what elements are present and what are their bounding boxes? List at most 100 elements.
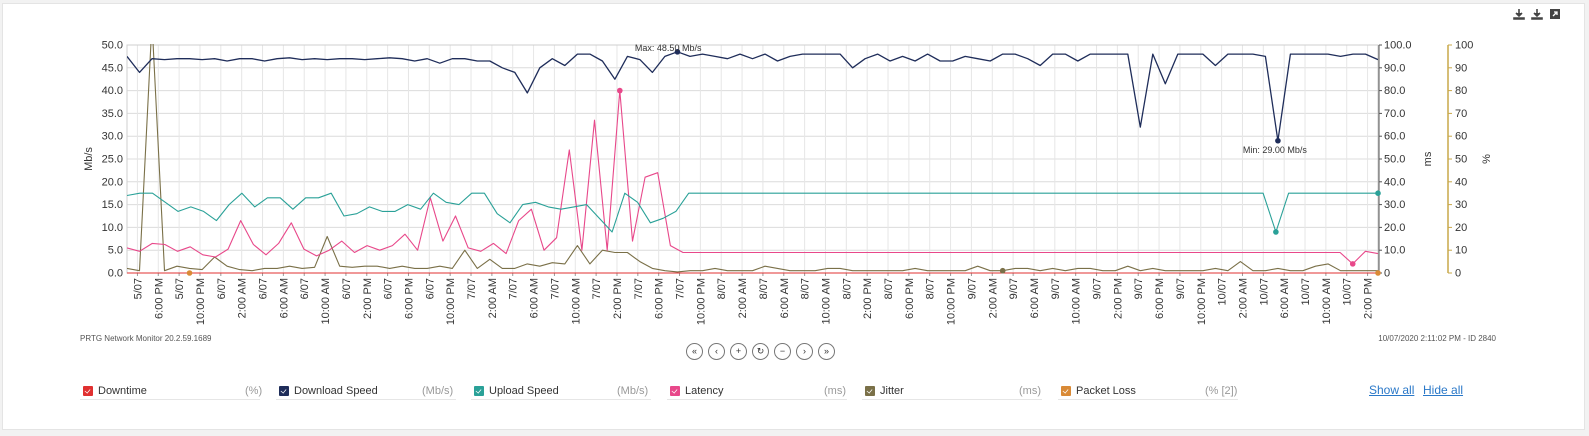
last-page-button[interactable]: » — [818, 343, 835, 360]
y-tick-label-ms: 80.0 — [1384, 85, 1405, 97]
legend-item-download-speed[interactable]: Download Speed (Mb/s) — [276, 383, 456, 400]
x-tick-label: 10/07 — [1342, 278, 1354, 306]
series-line-latency — [127, 90, 1378, 265]
x-tick-label: 10:00 PM — [445, 278, 457, 325]
legend-item-latency[interactable]: Latency (ms) — [667, 383, 847, 400]
y-tick-label-ms: 50.0 — [1384, 154, 1405, 166]
upload-end-marker — [1375, 190, 1381, 196]
x-tick-label: 9/07 — [1050, 278, 1062, 299]
y-tick-label-percent: 90 — [1455, 62, 1467, 74]
upload-min-marker — [1273, 229, 1279, 235]
legend-item-jitter[interactable]: Jitter (ms) — [862, 383, 1042, 400]
series-line-download-speed — [127, 51, 1378, 142]
y-tick-label-percent: 50 — [1455, 154, 1467, 166]
max-marker — [674, 49, 681, 55]
x-tick-label: 8/07 — [716, 278, 728, 299]
y-tick-label-left: 30.0 — [102, 131, 123, 143]
series-group — [127, 44, 1378, 274]
y-axis-title-ms: ms — [1422, 151, 1434, 166]
y-tick-label-left: 20.0 — [102, 176, 123, 188]
legend-unit: (Mb/s) — [422, 385, 454, 397]
download-icon[interactable] — [1531, 8, 1543, 20]
y-tick-label-percent: 40 — [1455, 176, 1467, 188]
x-tick-label: 6:00 PM — [1154, 278, 1166, 319]
x-tick-label: 2:00 AM — [487, 278, 499, 318]
reset-button[interactable]: ↻ — [752, 343, 769, 360]
y-tick-label-ms: 30.0 — [1384, 199, 1405, 211]
y-tick-label-left: 35.0 — [102, 108, 123, 120]
min-marker — [1275, 137, 1281, 144]
y-tick-label-left: 45.0 — [102, 62, 123, 74]
x-tick-label: 9/07 — [1133, 278, 1145, 299]
x-tick-label: 9/07 — [1175, 278, 1187, 299]
legend-unit: (%) — [245, 385, 263, 397]
y-tick-label-percent: 10 — [1455, 245, 1467, 257]
y-tick-label-ms: 90.0 — [1384, 62, 1405, 74]
checkbox-icon[interactable] — [1061, 386, 1071, 396]
y-tick-label-percent: 60 — [1455, 131, 1467, 143]
min-annotation: Min: 29.00 Mb/s — [1243, 145, 1308, 155]
x-tick-label: 6:00 PM — [403, 278, 415, 319]
x-tick-label: 8/07 — [800, 278, 812, 299]
x-tick-label: 10/07 — [1300, 278, 1312, 306]
legend-label: Latency — [685, 385, 724, 397]
x-tick-label: 6:00 PM — [904, 278, 916, 319]
x-tick-label: 6:00 AM — [278, 278, 290, 318]
chart-legend: Downtime (%) Download Speed (Mb/s) Uploa… — [80, 383, 1510, 401]
x-tick-label: 7/07 — [591, 278, 603, 299]
x-tick-label: 2:00 PM — [612, 278, 624, 319]
next-button[interactable]: › — [796, 343, 813, 360]
hide-all-link[interactable]: Hide all — [1423, 383, 1464, 397]
y-tick-label-percent: 30 — [1455, 199, 1467, 211]
latency-peak-marker — [617, 87, 623, 94]
y-tick-label-left: 15.0 — [102, 199, 123, 211]
x-tick-label: 5/07 — [132, 278, 144, 299]
legend-item-downtime[interactable]: Downtime (%) — [80, 383, 263, 400]
legend-label: Jitter — [880, 385, 904, 397]
y-tick-label-percent: 70 — [1455, 108, 1467, 120]
checkbox-icon[interactable] — [474, 386, 484, 396]
x-tick-label: 10:00 AM — [1071, 278, 1083, 324]
download-icon[interactable] — [1513, 8, 1525, 20]
expand-icon[interactable] — [1549, 8, 1561, 20]
y-tick-label-ms: 0 — [1384, 268, 1390, 280]
legend-label: Downtime — [98, 385, 147, 397]
x-tick-label: 6:00 PM — [153, 278, 165, 319]
checkbox-icon[interactable] — [279, 386, 289, 396]
x-tick-label: 9/07 — [1008, 278, 1020, 299]
legend-unit: (ms) — [1019, 385, 1041, 397]
checkbox-icon[interactable] — [865, 386, 875, 396]
y-tick-label-ms: 60.0 — [1384, 131, 1405, 143]
zoom-in-button[interactable]: + — [730, 343, 747, 360]
checkbox-icon[interactable] — [83, 386, 93, 396]
legend-unit: (Mb/s) — [617, 385, 649, 397]
x-tick-label: 7/07 — [466, 278, 478, 299]
previous-button[interactable]: ‹ — [708, 343, 725, 360]
packet-loss-end-marker — [1375, 270, 1381, 276]
x-tick-label: 6/07 — [383, 278, 395, 299]
x-tick-label: 2:00 AM — [1237, 278, 1249, 318]
y-tick-label-left: 0.0 — [108, 268, 123, 280]
zoom-out-button[interactable]: − — [774, 343, 791, 360]
y-tick-label-left: 5.0 — [108, 245, 123, 257]
first-page-button[interactable]: « — [686, 343, 703, 360]
x-tick-label: 9/07 — [1092, 278, 1104, 299]
legend-unit: (% [2]) — [1205, 385, 1238, 397]
x-tick-label: 8/07 — [925, 278, 937, 299]
x-tick-label: 2:00 AM — [987, 278, 999, 318]
legend-item-upload-speed[interactable]: Upload Speed (Mb/s) — [471, 383, 651, 400]
checkbox-icon[interactable] — [670, 386, 680, 396]
y-tick-label-left: 40.0 — [102, 85, 123, 97]
x-tick-label: 7/07 — [675, 278, 687, 299]
x-tick-label: 10:00 AM — [570, 278, 582, 324]
x-tick-label: 2:00 AM — [237, 278, 249, 318]
y-tick-label-ms: 100.0 — [1384, 40, 1412, 52]
x-tick-label: 8/07 — [841, 278, 853, 299]
legend-item-packet-loss[interactable]: Packet Loss (% [2]) — [1058, 383, 1238, 400]
y-tick-label-ms: 40.0 — [1384, 176, 1405, 188]
x-tick-label: 2:00 PM — [1112, 278, 1124, 319]
y-tick-label-percent: 100 — [1455, 40, 1473, 52]
x-tick-label: 7/07 — [508, 278, 520, 299]
show-all-link[interactable]: Show all — [1369, 383, 1415, 397]
